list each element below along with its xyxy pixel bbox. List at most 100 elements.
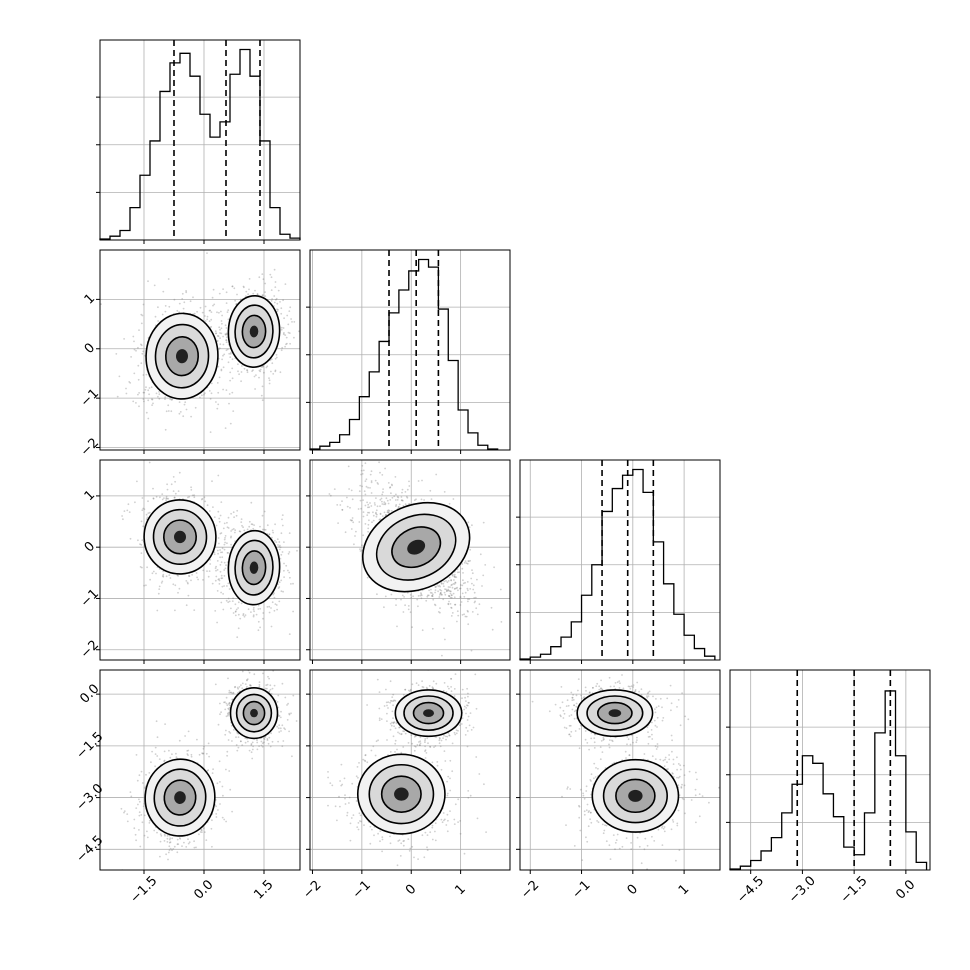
scatter-point [286, 704, 288, 706]
scatter-point [140, 520, 143, 523]
scatter-point [246, 528, 249, 531]
scatter-point [461, 592, 464, 595]
scatter-point [383, 606, 385, 609]
scatter-point [277, 544, 279, 546]
scatter-point [273, 609, 276, 612]
scatter-point [177, 575, 180, 577]
scatter-point [213, 303, 216, 306]
scatter-point [449, 590, 451, 593]
scatter-point [341, 509, 344, 511]
scatter-point [209, 398, 212, 400]
scatter-point [237, 601, 240, 604]
scatter-point [290, 583, 292, 585]
scatter-point [415, 498, 417, 501]
scatter-point [259, 607, 262, 610]
hist-frame [729, 669, 931, 871]
scatter-point [275, 604, 278, 606]
scatter-point [215, 569, 217, 572]
scatter-point [287, 569, 289, 572]
scatter-point [216, 335, 219, 337]
scatter-point [400, 496, 403, 498]
scatter-point [125, 392, 128, 395]
scatter-point [476, 578, 478, 581]
scatter-point [200, 829, 203, 832]
scatter-point [220, 561, 223, 564]
scatter-point [386, 511, 389, 514]
scatter-point [284, 696, 287, 699]
scatter-point [289, 342, 291, 345]
scatter-point [246, 679, 248, 681]
scatter-point [361, 485, 363, 488]
scatter-point [204, 305, 207, 308]
scatter-point [467, 589, 469, 592]
scatter-point [237, 607, 240, 609]
scatter-point [204, 315, 206, 317]
scatter-point [439, 611, 441, 614]
scatter-point [461, 614, 464, 616]
scatter-point [426, 594, 429, 597]
scatter-point [465, 615, 468, 618]
scatter-point [116, 395, 119, 398]
scatter-point [167, 410, 170, 412]
scatter-point [185, 604, 188, 607]
scatter-point [226, 526, 229, 529]
scatter-point [150, 386, 153, 389]
scatter-point [157, 306, 159, 309]
scatter-point [359, 550, 362, 552]
scatter-point [169, 847, 172, 850]
scatter-point [224, 733, 227, 736]
scatter-point [358, 490, 361, 493]
scatter-point [453, 573, 456, 576]
scatter-point [434, 604, 437, 607]
scatter-point [258, 276, 261, 279]
scatter-point [210, 311, 213, 313]
scatter-point [266, 524, 269, 527]
scatter-point [158, 391, 160, 393]
scatter-point [359, 484, 362, 487]
scatter-point [178, 471, 181, 474]
scatter-point [370, 492, 373, 494]
scatter-point [223, 585, 226, 587]
scatter-point [450, 606, 452, 609]
scatter-point [226, 311, 229, 313]
scatter-point [353, 543, 355, 546]
scatter-point [192, 296, 194, 299]
scatter-point [395, 504, 398, 506]
scatter-point [145, 411, 148, 414]
scatter-point [491, 628, 494, 631]
scatter-point [402, 504, 405, 507]
scatter-point [307, 514, 309, 516]
scatter-point [261, 273, 264, 275]
scatter-point [281, 514, 284, 516]
scatter-point [453, 575, 456, 577]
scatter-point [251, 523, 254, 526]
scatter-point [279, 546, 282, 549]
scatter-point [396, 495, 399, 498]
scatter-point [218, 348, 220, 351]
scatter-point [242, 285, 245, 288]
scatter-point [162, 290, 165, 293]
scatter-point [268, 605, 271, 608]
scatter-point [225, 702, 228, 705]
scatter-point [467, 598, 469, 600]
scatter-point [449, 603, 452, 605]
scatter-point [161, 498, 164, 501]
scatter-point [430, 588, 432, 591]
scatter-point [168, 305, 171, 308]
scatter-point [416, 598, 419, 601]
scatter-point [499, 588, 502, 591]
scatter-point [390, 492, 392, 495]
scatter-point [142, 398, 145, 400]
scatter-point [123, 510, 126, 512]
scatter-point [431, 595, 433, 597]
scatter-point [225, 820, 228, 823]
scatter-point [285, 564, 288, 567]
scatter-point [454, 587, 456, 590]
contour-line [227, 294, 281, 368]
scatter-point [231, 528, 234, 531]
scatter-point [168, 749, 170, 752]
scatter-point [223, 575, 226, 577]
scatter-point [185, 290, 188, 292]
scatter-point [466, 609, 469, 612]
